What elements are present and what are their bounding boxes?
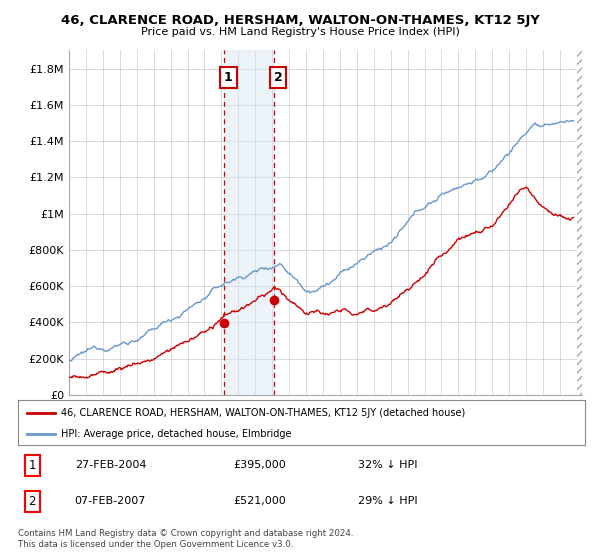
Text: 27-FEB-2004: 27-FEB-2004 <box>75 460 146 470</box>
Text: HPI: Average price, detached house, Elmbridge: HPI: Average price, detached house, Elmb… <box>61 429 291 439</box>
Text: 46, CLARENCE ROAD, HERSHAM, WALTON-ON-THAMES, KT12 5JY (detached house): 46, CLARENCE ROAD, HERSHAM, WALTON-ON-TH… <box>61 408 465 418</box>
Text: 2: 2 <box>274 71 283 84</box>
Bar <box>577 50 586 395</box>
Bar <box>577 50 586 395</box>
Text: Contains HM Land Registry data © Crown copyright and database right 2024.
This d: Contains HM Land Registry data © Crown c… <box>18 529 353 549</box>
Text: £521,000: £521,000 <box>233 496 286 506</box>
Text: 1: 1 <box>224 71 233 84</box>
Text: £395,000: £395,000 <box>233 460 286 470</box>
Text: 32% ↓ HPI: 32% ↓ HPI <box>358 460 418 470</box>
Text: 2: 2 <box>28 495 36 508</box>
Bar <box>224 50 274 395</box>
Text: 29% ↓ HPI: 29% ↓ HPI <box>358 496 418 506</box>
Text: 1: 1 <box>28 459 36 472</box>
Text: Price paid vs. HM Land Registry's House Price Index (HPI): Price paid vs. HM Land Registry's House … <box>140 27 460 38</box>
Text: 07-FEB-2007: 07-FEB-2007 <box>75 496 146 506</box>
Text: 46, CLARENCE ROAD, HERSHAM, WALTON-ON-THAMES, KT12 5JY: 46, CLARENCE ROAD, HERSHAM, WALTON-ON-TH… <box>61 14 539 27</box>
